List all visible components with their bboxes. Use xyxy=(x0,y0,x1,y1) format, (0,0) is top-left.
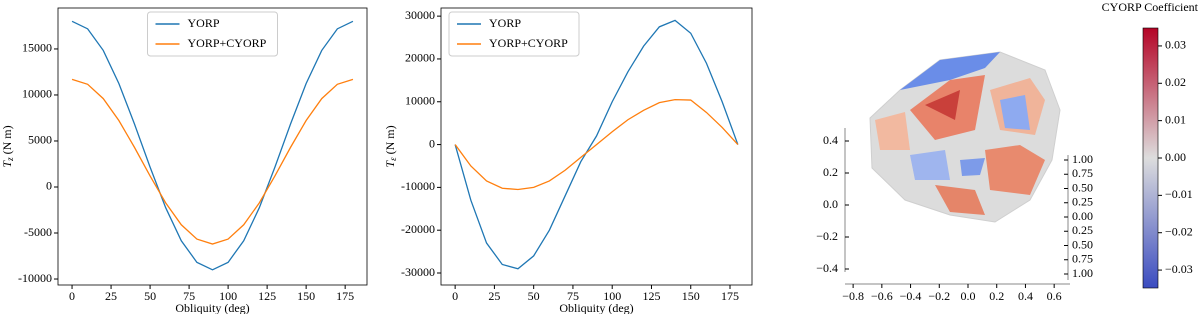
x-tick-label: 75 xyxy=(567,289,579,303)
colorbar-tick-label: 0.02 xyxy=(1165,75,1186,89)
x-tick-label: 0.2 xyxy=(989,289,1004,303)
x-tick-label: 100 xyxy=(219,289,237,303)
y-tick-label: 0.50 xyxy=(1072,180,1093,194)
series-line xyxy=(454,98,739,191)
x-tick-label: −0.6 xyxy=(871,289,893,303)
x-tick-label: −0.2 xyxy=(928,289,950,303)
y-axis-label: Tz (N m) xyxy=(0,125,15,167)
y-label-unit: (N m) xyxy=(383,125,397,154)
x-tick-label: 150 xyxy=(297,289,315,303)
x-axis-label: Obliquity (deg) xyxy=(559,301,633,314)
y-label-symbol: T xyxy=(0,160,14,168)
y-tick-label: 0.25 xyxy=(1072,195,1093,209)
x-tick-label: 75 xyxy=(183,289,195,303)
x-tick-label: 0 xyxy=(452,289,458,303)
colorbar-tick-label: −0.01 xyxy=(1165,187,1193,201)
y-tick-label: 1.00 xyxy=(1072,266,1093,280)
x-tick-label: 100 xyxy=(603,289,621,303)
y-tick-label: 20000 xyxy=(405,51,435,65)
z-tick-label: 0.2 xyxy=(823,165,838,179)
x-tick-label: 0.0 xyxy=(961,289,976,303)
z-tick-label: −0.2 xyxy=(816,229,838,243)
plot-frame xyxy=(57,7,368,286)
y-tick-label: 10000 xyxy=(22,87,52,101)
plot-frame xyxy=(440,7,753,286)
colorbar-tick-label: 0.03 xyxy=(1165,38,1186,52)
y-tick-label: 0 xyxy=(46,179,52,193)
series-line xyxy=(71,78,354,245)
x-tick-label: 0.6 xyxy=(1047,289,1062,303)
z-tick-label: 0.4 xyxy=(823,133,838,147)
y-tick-label: -30000 xyxy=(401,265,435,279)
x-tick-label: 50 xyxy=(528,289,540,303)
y-tick-label: 1.00 xyxy=(1072,152,1093,166)
x-tick-label: 25 xyxy=(488,289,500,303)
x-tick-label: 0.4 xyxy=(1018,289,1033,303)
z-tick-label: −0.4 xyxy=(816,261,838,275)
colorbar-tick-label: 0.01 xyxy=(1165,112,1186,126)
colorbar-tick-label: −0.02 xyxy=(1165,224,1193,238)
colorbar-tick-label: −0.03 xyxy=(1165,262,1193,276)
x-tick-label: 150 xyxy=(682,289,700,303)
legend-label: YORP+CYORP xyxy=(489,36,568,50)
x-tick-label: 25 xyxy=(105,289,117,303)
legend-box xyxy=(448,11,580,57)
y-tick-label: -10000 xyxy=(401,179,435,193)
colorbar-title: CYORP Coefficient xyxy=(1102,0,1199,14)
x-axis-label: Obliquity (deg) xyxy=(175,301,249,314)
y-tick-label: 0.75 xyxy=(1072,252,1093,266)
y-tick-label: -5000 xyxy=(24,225,52,239)
y-tick-label: 0.50 xyxy=(1072,237,1093,251)
x-tick-label: −0.8 xyxy=(842,289,864,303)
y-label-subscript: ε xyxy=(388,157,398,161)
surface-shape xyxy=(869,51,1061,223)
x-tick-label: 175 xyxy=(721,289,739,303)
y-tick-label: 0.25 xyxy=(1072,223,1093,237)
legend-label: YORP+CYORP xyxy=(188,36,267,50)
y-tick-label: 0 xyxy=(429,136,435,150)
legend-label: YORP xyxy=(489,16,521,30)
y-tick-label: 0.00 xyxy=(1072,209,1093,223)
y-tick-label: 0.75 xyxy=(1072,166,1093,180)
y-tick-label: -20000 xyxy=(401,222,435,236)
y-tick-label: -10000 xyxy=(18,271,52,285)
series-line xyxy=(71,20,354,271)
legend-box xyxy=(147,11,278,57)
x-tick-label: 50 xyxy=(144,289,156,303)
colorbar xyxy=(1142,27,1159,289)
y-tick-label: 5000 xyxy=(28,133,52,147)
x-tick-label: 0 xyxy=(69,289,75,303)
legend-label: YORP xyxy=(188,16,220,30)
y-tick-label: 15000 xyxy=(22,41,52,55)
colorbar-tick-label: 0.00 xyxy=(1165,150,1186,164)
y-label-symbol: T xyxy=(383,160,397,168)
z-tick-label: 0.0 xyxy=(823,197,838,211)
x-tick-label: 175 xyxy=(336,289,354,303)
y-tick-label: 30000 xyxy=(405,8,435,22)
x-tick-label: 125 xyxy=(642,289,660,303)
x-tick-label: −0.4 xyxy=(900,289,922,303)
series-line xyxy=(454,19,739,270)
y-label-unit: (N m) xyxy=(0,125,14,154)
y-tick-label: 10000 xyxy=(405,94,435,108)
x-tick-label: 125 xyxy=(258,289,276,303)
y-label-subscript: z xyxy=(5,157,15,162)
y-axis-label: Tε (N m) xyxy=(383,125,398,167)
